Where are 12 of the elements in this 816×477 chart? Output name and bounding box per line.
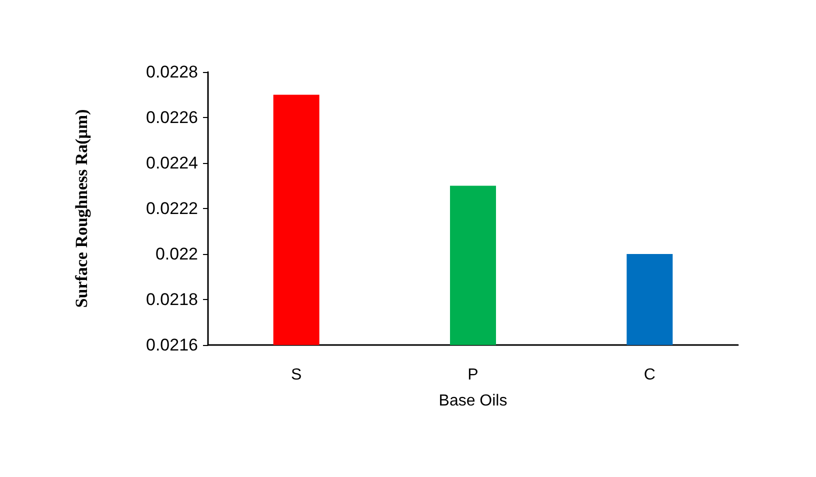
x-tick-label: P (468, 366, 478, 384)
x-axis-title: Base Oils (438, 392, 508, 410)
y-tick-label: 0.0222 (146, 199, 198, 218)
y-tick-label: 0.0218 (146, 290, 198, 309)
x-tick-label: C (644, 366, 656, 384)
x-tick-label: S (290, 366, 302, 384)
y-tick-label: 0.0224 (146, 154, 198, 172)
y-tick-label: 0.022 (155, 244, 198, 264)
y-tick-label: 0.0226 (146, 108, 198, 127)
y-tick-label: 0.0228 (146, 62, 198, 82)
y-tick-label: 0.0216 (146, 336, 198, 354)
y-axis-title: Surface Roughness Ra(μm) (72, 109, 91, 308)
